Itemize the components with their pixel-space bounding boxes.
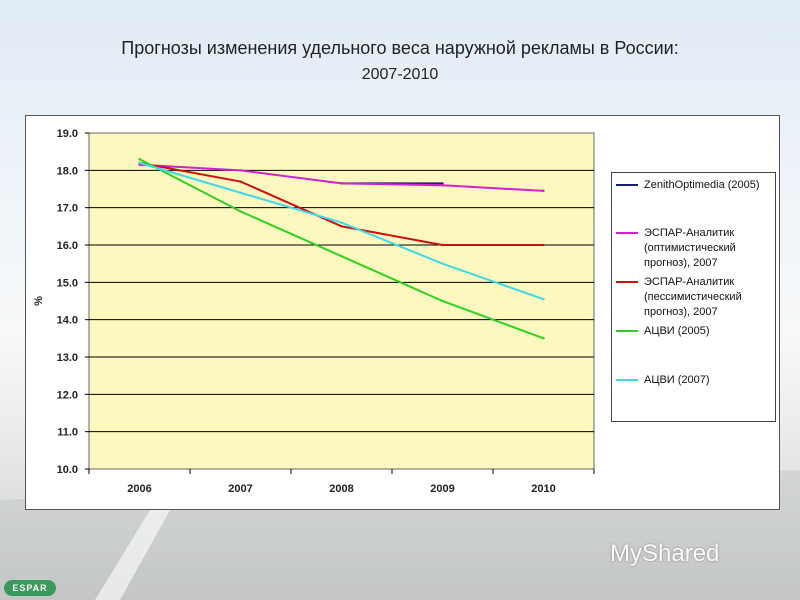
y-tick-label: 15.0: [57, 277, 78, 289]
data-point: [340, 182, 343, 185]
y-axis-label: %: [33, 296, 45, 306]
page-subtitle: 2007-2010: [361, 66, 439, 83]
legend-swatch: [616, 281, 638, 283]
y-tick-label: 11.0: [57, 427, 78, 439]
legend-label: АЦВИ (2007): [644, 374, 710, 386]
data-point: [441, 184, 444, 187]
y-tick-label: 12.0: [57, 389, 78, 401]
y-tick-label: 14.0: [57, 315, 78, 327]
data-point: [340, 225, 343, 228]
x-tick-label: 2007: [228, 483, 252, 495]
y-tick-label: 10.0: [57, 464, 78, 476]
legend-swatch: [616, 330, 638, 332]
data-point: [441, 182, 444, 185]
x-tick-label: 2009: [430, 483, 454, 495]
data-point: [542, 297, 545, 301]
legend-label: АЦВИ (2005): [644, 325, 710, 337]
y-tick-label: 18.0: [57, 165, 78, 177]
data-point: [138, 161, 141, 165]
x-tick-label: 2010: [531, 483, 555, 495]
legend-label: ЭСПАР-Аналитик (пессимистический прогноз…: [644, 276, 742, 318]
myshared-logo: MyShared: [610, 540, 720, 567]
legend-label: ЭСПАР-Аналитик (оптимистический прогноз)…: [644, 227, 736, 269]
data-point: [239, 191, 242, 194]
legend-swatch: [616, 232, 638, 234]
data-point: [441, 243, 444, 247]
data-point: [441, 262, 444, 265]
y-tick-label: 19.0: [57, 128, 78, 140]
legend-label: ZenithOptimedia (2005): [644, 179, 760, 191]
legend-swatch: [616, 379, 638, 381]
y-tick-label: 16.0: [57, 240, 78, 252]
espar-logo: ESPAR: [4, 580, 56, 596]
data-point: [542, 243, 545, 247]
chart-legend: ZenithOptimedia (2005) ЭСПАР-Аналитик (о…: [611, 172, 776, 422]
x-tick-label: 2008: [329, 483, 353, 495]
data-point: [239, 210, 242, 213]
data-point: [441, 299, 444, 303]
y-tick-label: 17.0: [57, 203, 78, 215]
y-tick-label: 13.0: [57, 352, 78, 364]
data-point: [239, 169, 242, 172]
data-point: [542, 189, 545, 193]
data-point: [542, 337, 545, 340]
data-point: [138, 157, 141, 161]
x-tick-label: 2006: [127, 483, 151, 495]
legend-swatch: [616, 184, 638, 186]
data-point: [340, 221, 343, 224]
data-point: [239, 180, 242, 183]
data-point: [340, 255, 343, 258]
page-title: Прогнозы изменения удельного веса наружн…: [121, 38, 679, 58]
data-point: [138, 163, 141, 166]
